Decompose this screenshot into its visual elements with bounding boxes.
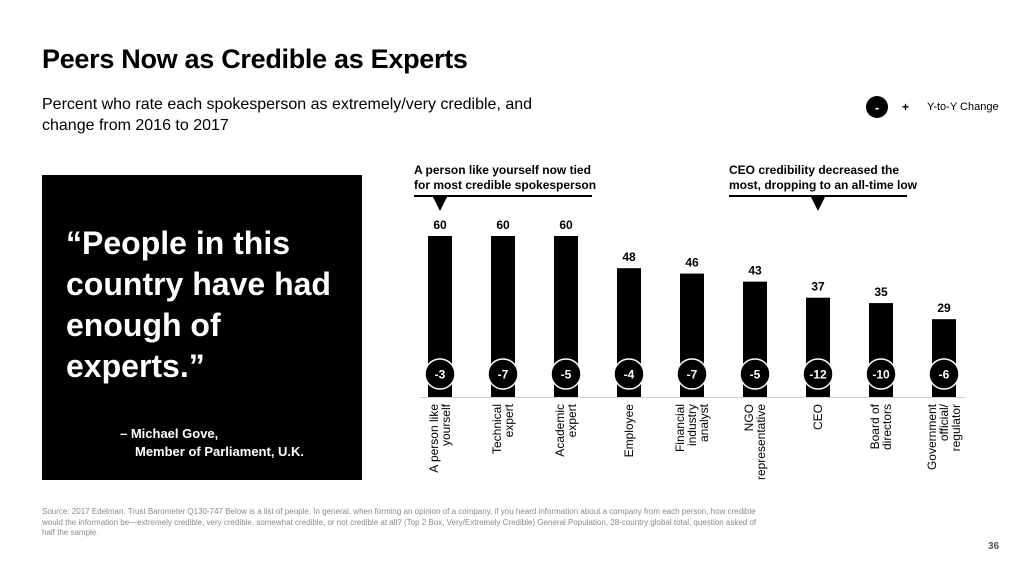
slide-title: Peers Now as Credible as Experts xyxy=(42,44,468,74)
change-label-5: -5 xyxy=(750,368,761,382)
value-label-1: 60 xyxy=(496,218,510,232)
annotation-pointer-1 xyxy=(811,197,825,211)
change-badge-6 xyxy=(802,358,834,390)
attribution-name: – Michael Gove, xyxy=(120,426,219,441)
change-label-0: -3 xyxy=(435,368,446,382)
change-badge-3 xyxy=(613,358,645,390)
change-label-1: -7 xyxy=(498,368,509,382)
change-badge-0 xyxy=(424,358,456,390)
legend-label: Y-to-Y Change xyxy=(927,101,999,113)
quote-box: “People in this country have had enough … xyxy=(42,175,362,480)
change-label-6: -12 xyxy=(809,368,827,382)
change-label-7: -10 xyxy=(872,368,890,382)
value-label-7: 35 xyxy=(874,285,888,299)
change-badge-7 xyxy=(865,358,897,390)
value-label-5: 43 xyxy=(748,264,762,278)
source-note: Source: 2017 Edelman. Trust Barometer Q1… xyxy=(42,507,757,537)
quote-text: “People in this country have had enough … xyxy=(66,225,331,384)
attribution-role: Member of Parliament, U.K. xyxy=(135,444,305,459)
change-legend: - + Y-to-Y Change xyxy=(866,96,999,118)
change-label-2: -5 xyxy=(561,368,572,382)
category-label-5: NGOrepresentative xyxy=(742,404,768,480)
change-badge-2 xyxy=(550,358,582,390)
annotation-0: A person like yourself now tied for most … xyxy=(414,163,596,192)
change-badge-5 xyxy=(739,358,771,390)
legend-plus-sign: + xyxy=(902,100,910,114)
change-badge-8 xyxy=(928,358,960,390)
category-label-0: A person likeyourself xyxy=(427,403,453,472)
legend-minus-badge: - xyxy=(866,96,888,118)
change-label-3: -4 xyxy=(624,368,635,382)
annotation-pointer-0 xyxy=(433,197,447,211)
value-label-8: 29 xyxy=(937,301,951,315)
category-label-8: Governmentofficial/regulator xyxy=(925,403,963,470)
value-label-4: 46 xyxy=(685,256,699,270)
category-label-1: Technicalexpert xyxy=(490,403,516,454)
slide-subtitle: Percent who rate each spokesperson as ex… xyxy=(42,96,533,134)
page-number: 36 xyxy=(988,541,1000,552)
value-label-2: 60 xyxy=(559,218,573,232)
value-label-6: 37 xyxy=(811,280,825,294)
change-label-8: -6 xyxy=(939,368,950,382)
category-label-2: Academicexpert xyxy=(553,403,579,456)
change-badge-4 xyxy=(676,358,708,390)
change-badge-1 xyxy=(487,358,519,390)
change-label-4: -7 xyxy=(687,368,698,382)
value-label-3: 48 xyxy=(622,250,636,264)
annotation-1: CEO credibility decreased the most, dropp… xyxy=(729,163,918,192)
category-label-6: CEO xyxy=(811,404,825,430)
value-label-0: 60 xyxy=(433,218,447,232)
category-label-7: Board ofdirectors xyxy=(868,403,894,450)
quote-attribution: – Michael Gove, Member of Parliament, U.… xyxy=(120,425,304,461)
category-label-3: Employee xyxy=(622,404,636,458)
category-label-4: Financialindustryanalyst xyxy=(673,403,711,452)
